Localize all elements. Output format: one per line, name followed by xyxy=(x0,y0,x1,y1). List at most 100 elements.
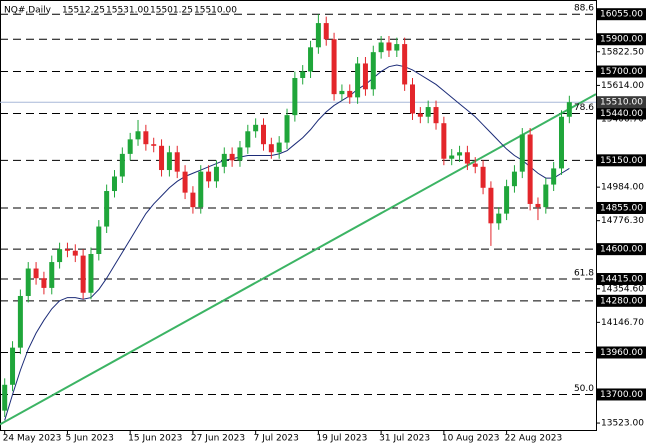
fib-label: 78.6 xyxy=(574,103,594,113)
candle-body xyxy=(464,152,470,164)
x-tick-label: 10 Aug 2023 xyxy=(442,434,500,444)
candle-body xyxy=(260,124,266,145)
candle-body xyxy=(111,176,117,192)
y-tick-label: 15822.50 xyxy=(601,47,644,57)
level-label: 14855.00 xyxy=(600,203,643,213)
y-tick-label: 14354.60 xyxy=(601,284,644,294)
candle-body xyxy=(237,147,243,161)
candle-body xyxy=(300,71,306,78)
level-label: 16055.00 xyxy=(600,10,643,20)
candle-body xyxy=(198,171,204,208)
level-label-box xyxy=(597,107,646,120)
candle-body xyxy=(104,191,110,227)
candle-body xyxy=(394,44,400,51)
level-label: 15150.00 xyxy=(600,156,643,166)
x-tick-label: 7 Jul 2023 xyxy=(254,434,299,444)
level-label-box xyxy=(597,201,646,214)
candle-body xyxy=(276,142,282,153)
candle-body xyxy=(543,184,549,208)
candle-body xyxy=(441,123,447,159)
level-label-box xyxy=(597,294,646,307)
candle-body xyxy=(339,90,345,95)
candle-body xyxy=(433,107,439,124)
level-label-box xyxy=(597,273,646,286)
candle-body xyxy=(41,278,47,288)
candle-body xyxy=(402,44,408,85)
candle-body xyxy=(331,39,337,95)
candle-body xyxy=(425,107,431,117)
candle-body xyxy=(64,249,70,251)
candle-body xyxy=(488,187,494,224)
y-tick-label: 14984.00 xyxy=(601,183,644,193)
candle-body xyxy=(284,115,290,143)
fib-label: 61.8 xyxy=(574,269,594,279)
candle-body xyxy=(378,42,384,53)
level-label-box xyxy=(597,33,646,46)
candle-body xyxy=(308,47,314,72)
candle-body xyxy=(174,152,180,172)
level-label-box xyxy=(597,388,646,401)
candle-body xyxy=(151,144,157,146)
candle-body xyxy=(323,23,329,40)
y-tick-label: 14146.70 xyxy=(601,318,644,328)
header-value: 15510.00 xyxy=(194,6,237,16)
candle-body xyxy=(551,168,557,185)
candle-body xyxy=(245,131,251,148)
x-tick-label: 5 Jun 2023 xyxy=(65,434,113,444)
candle-body xyxy=(119,153,125,177)
candle-body xyxy=(33,268,39,279)
candle-body xyxy=(315,23,321,48)
candle-body xyxy=(253,124,259,132)
fib-label: 88.6 xyxy=(574,4,594,14)
level-label: 13700.00 xyxy=(600,390,643,400)
header-value: 15512.25 xyxy=(62,6,105,16)
candle-body xyxy=(362,63,368,90)
level-label: 14280.00 xyxy=(600,296,643,306)
x-tick-label: 31 Jul 2023 xyxy=(379,434,430,444)
level-label: 13960.00 xyxy=(600,348,643,358)
candle-body xyxy=(49,262,55,288)
x-tick-label: 19 Jul 2023 xyxy=(316,434,367,444)
candle-body xyxy=(355,63,361,98)
x-tick-label: 24 May 2023 xyxy=(3,434,62,444)
x-tick-label: 22 Aug 2023 xyxy=(505,434,563,444)
candle-body xyxy=(527,134,533,204)
candle-body xyxy=(535,203,541,208)
level-label-box xyxy=(597,154,646,167)
candle-body xyxy=(96,226,102,254)
candle-body xyxy=(190,192,196,208)
candle-body xyxy=(370,52,376,90)
y-tick-label: 15614.00 xyxy=(601,81,644,91)
candle-body xyxy=(57,249,63,263)
level-label: 14415.00 xyxy=(600,275,643,285)
candle-body xyxy=(417,113,423,117)
candle-body xyxy=(504,186,510,214)
candle-body xyxy=(292,77,298,116)
candle-body xyxy=(566,102,572,117)
current-price-box xyxy=(597,96,646,109)
candle-body xyxy=(25,268,31,296)
x-tick-label: 15 Jun 2023 xyxy=(128,434,182,444)
candle-body xyxy=(135,131,141,140)
candle-body xyxy=(229,153,235,161)
candle-body xyxy=(457,152,463,156)
candle-body xyxy=(449,155,455,159)
level-label-box xyxy=(597,346,646,359)
candle-body xyxy=(166,152,172,171)
candle-body xyxy=(221,153,227,167)
header-value: 15531.00 xyxy=(106,6,149,16)
candle-body xyxy=(472,163,478,167)
candle-body xyxy=(558,116,564,169)
current-price-label: 15510.00 xyxy=(600,98,643,108)
candle-body xyxy=(519,134,525,172)
level-label-box xyxy=(597,65,646,78)
candle-body xyxy=(213,166,219,182)
candle-body xyxy=(10,347,16,385)
moving-average xyxy=(4,64,570,421)
candle-body xyxy=(80,255,86,293)
candle-body xyxy=(182,171,188,193)
candle-body xyxy=(17,295,23,348)
level-label: 15700.00 xyxy=(600,67,643,77)
candle-body xyxy=(347,90,353,98)
candle-body xyxy=(159,145,165,171)
